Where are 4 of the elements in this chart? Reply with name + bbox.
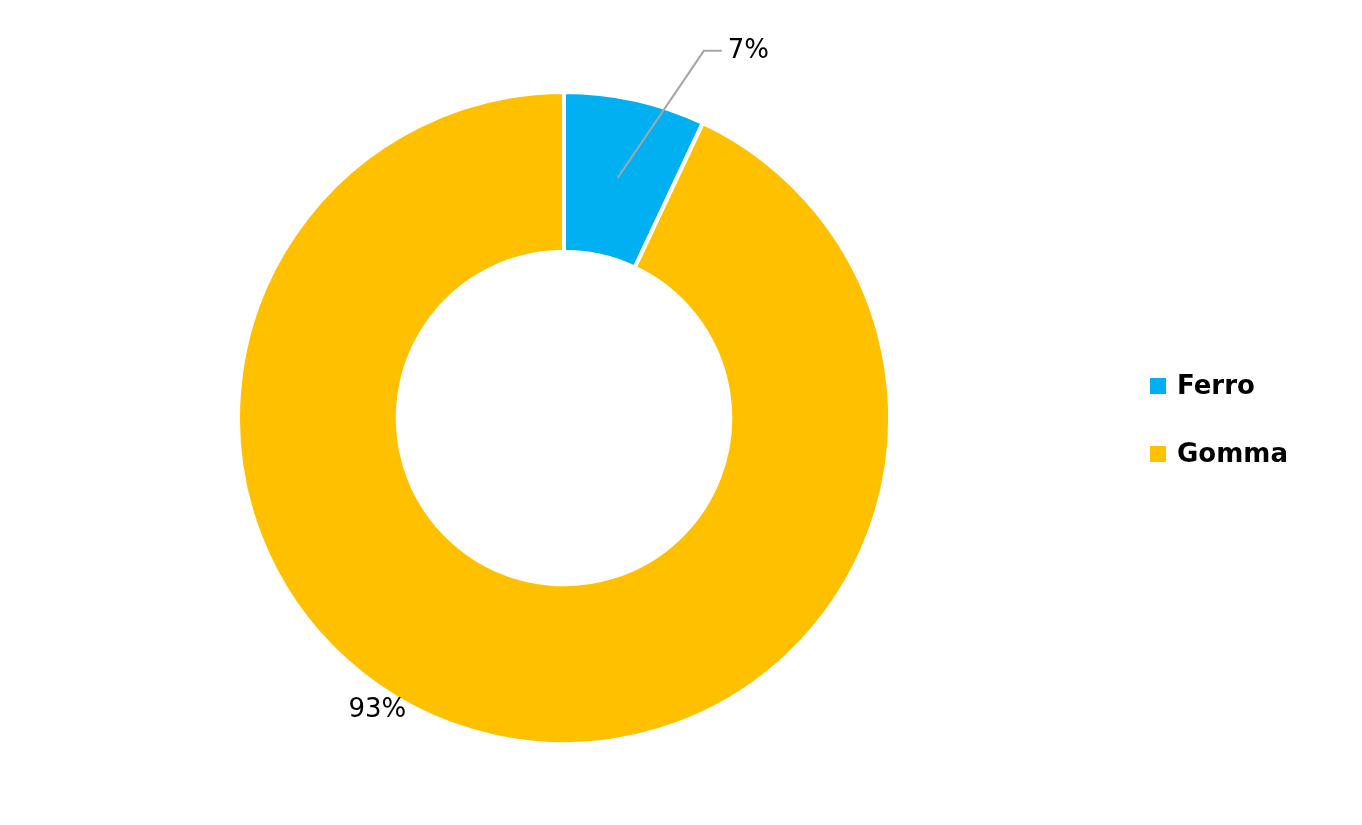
data-label: 7% — [727, 34, 770, 65]
data-label: 93% — [348, 692, 407, 723]
legend-label: Gomma — [1177, 437, 1288, 468]
legend-label: Ferro — [1177, 369, 1255, 400]
